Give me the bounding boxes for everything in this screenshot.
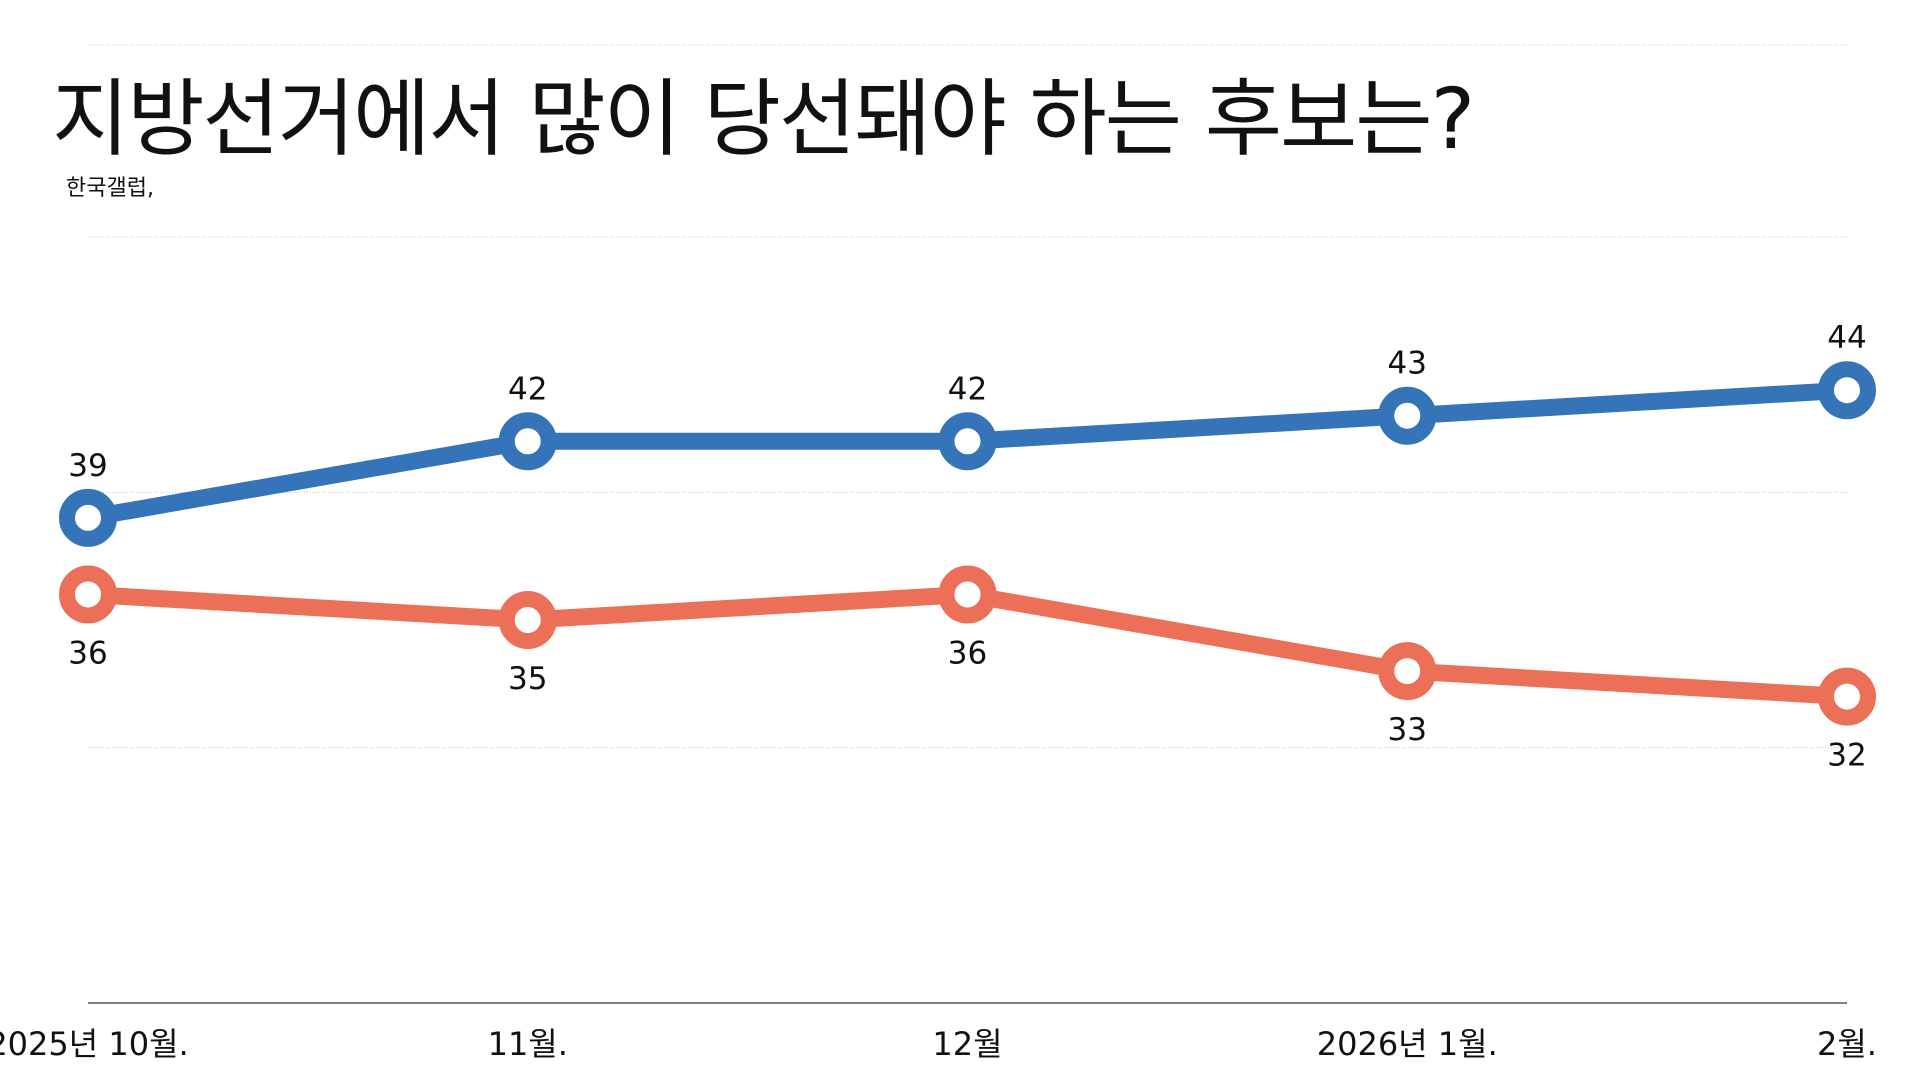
series: [59, 361, 1876, 726]
x-tick-label: 12월: [932, 1025, 1002, 1063]
series-2: [59, 565, 1876, 726]
series-1-point: [938, 412, 997, 471]
data-label: 42: [948, 371, 987, 407]
series-1-point: [59, 488, 117, 547]
gridlines: [88, 236, 1847, 749]
series-2-point: [938, 565, 997, 624]
series-2-point: [59, 565, 117, 624]
x-tick-label: 2026년 1월.: [1317, 1025, 1498, 1063]
data-label: 43: [1388, 346, 1427, 382]
data-label: 44: [1827, 320, 1866, 356]
series-2-point: [498, 591, 557, 649]
data-label: 32: [1827, 738, 1866, 774]
chart-source: 한국갤럽,: [66, 176, 154, 201]
x-tick-label: 2월.: [1817, 1025, 1877, 1063]
x-tick-label: 11월.: [488, 1025, 568, 1063]
x-axis-ticks: 2025년 10월. 11월. 12월 2026년 1월. 2월.: [0, 1025, 1877, 1063]
data-label: 36: [948, 635, 987, 671]
series-2-point: [1378, 642, 1437, 701]
series-2-point: [1818, 667, 1876, 726]
data-label: 36: [68, 635, 107, 671]
series-1-point: [1378, 386, 1437, 445]
chart-title: 지방선거에서 많이 당선돼야 하는 후보는?: [52, 70, 1475, 168]
data-label: 33: [1388, 712, 1427, 748]
series-1: [59, 361, 1876, 547]
series-1-point: [498, 412, 557, 471]
x-tick-label: 2025년 10월.: [0, 1025, 189, 1063]
series-1-point: [1818, 361, 1876, 420]
data-label: 39: [68, 448, 107, 484]
data-labels: 39 42 42 43 44 36 35 36 33 32: [68, 320, 1866, 773]
data-label: 42: [508, 371, 547, 407]
data-label: 35: [508, 661, 547, 697]
